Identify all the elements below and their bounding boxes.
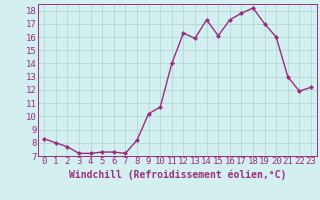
X-axis label: Windchill (Refroidissement éolien,°C): Windchill (Refroidissement éolien,°C): [69, 169, 286, 180]
